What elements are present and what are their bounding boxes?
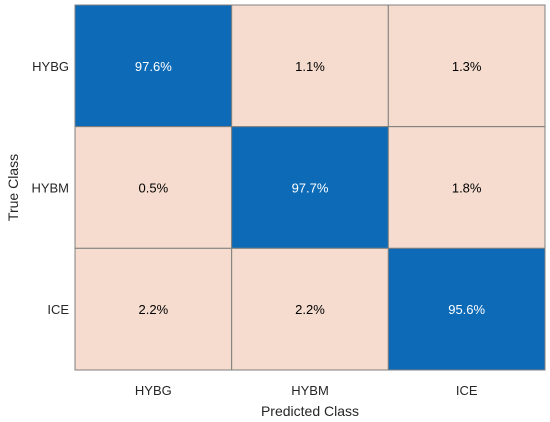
y-tick-label: HYBG [32, 59, 69, 74]
cell-value-label: 97.6% [135, 59, 172, 74]
heatmap-cell [387, 247, 546, 371]
heatmap-cell [74, 247, 233, 371]
heatmap-cell [231, 247, 389, 371]
cell-value-label: 2.2% [139, 302, 169, 317]
cell-value-label: 1.1% [295, 59, 325, 74]
heatmap-cell [74, 126, 233, 249]
cell-value-label: 0.5% [139, 181, 169, 196]
x-tick-label: HYBM [291, 383, 329, 398]
heatmap-cell [74, 4, 233, 128]
cell-value-label: 1.3% [452, 59, 482, 74]
cell-value-label: 2.2% [295, 302, 325, 317]
cell-value-label: 97.7% [292, 181, 329, 196]
y-axis-label: True Class [5, 154, 21, 221]
x-axis-label: Predicted Class [261, 403, 359, 419]
y-tick-label: ICE [47, 302, 69, 317]
heatmap-cell [231, 126, 389, 249]
cell-value-label: 95.6% [448, 302, 485, 317]
y-tick-label: HYBM [31, 181, 69, 196]
x-tick-label: ICE [456, 383, 478, 398]
heatmap-cell [231, 4, 389, 128]
cell-value-label: 1.8% [452, 181, 482, 196]
y-tick-labels: HYBG HYBM ICE [31, 59, 69, 317]
x-tick-labels: HYBG HYBM ICE [135, 383, 478, 398]
heatmap-cell [387, 126, 546, 249]
heatmap-cells: 97.6% 1.1% 1.3% 0.5% 97.7% 1.8% 2.2% 2.2% 95.6% [74, 4, 546, 371]
x-tick-label: HYBG [135, 383, 172, 398]
heatmap-cell [387, 4, 546, 128]
